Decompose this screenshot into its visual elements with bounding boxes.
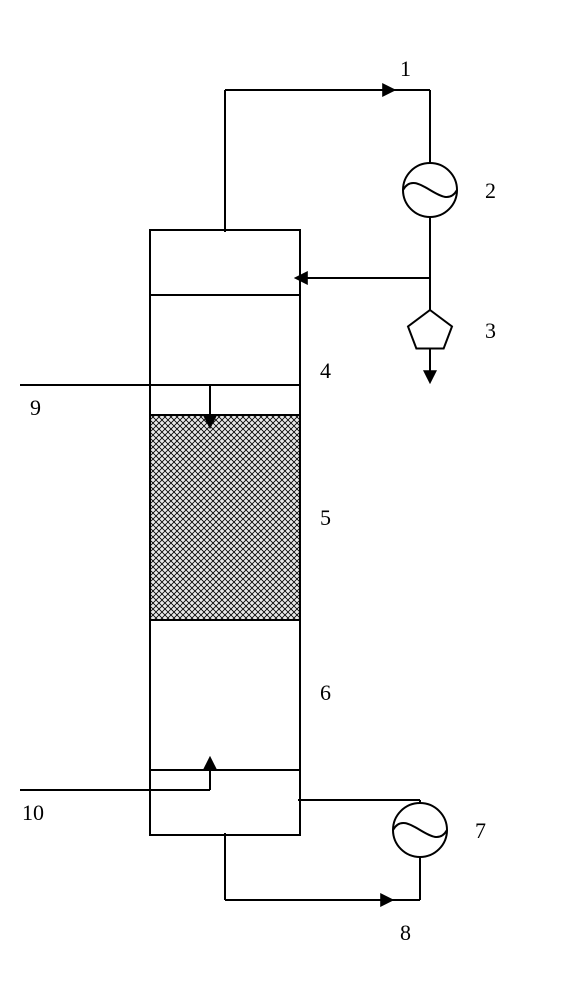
- label-2: 2: [485, 178, 496, 203]
- packed-bed: [150, 415, 300, 620]
- reflux-drum-icon: [408, 310, 452, 349]
- label-4: 4: [320, 358, 331, 383]
- label-8: 8: [400, 920, 411, 945]
- label-7: 7: [475, 818, 486, 843]
- label-5: 5: [320, 505, 331, 530]
- label-10: 10: [22, 800, 44, 825]
- label-6: 6: [320, 680, 331, 705]
- label-9: 9: [30, 395, 41, 420]
- process-diagram: 1 2 3 4 5 6 7 8 9 10: [0, 0, 565, 1000]
- label-3: 3: [485, 318, 496, 343]
- label-1: 1: [400, 56, 411, 81]
